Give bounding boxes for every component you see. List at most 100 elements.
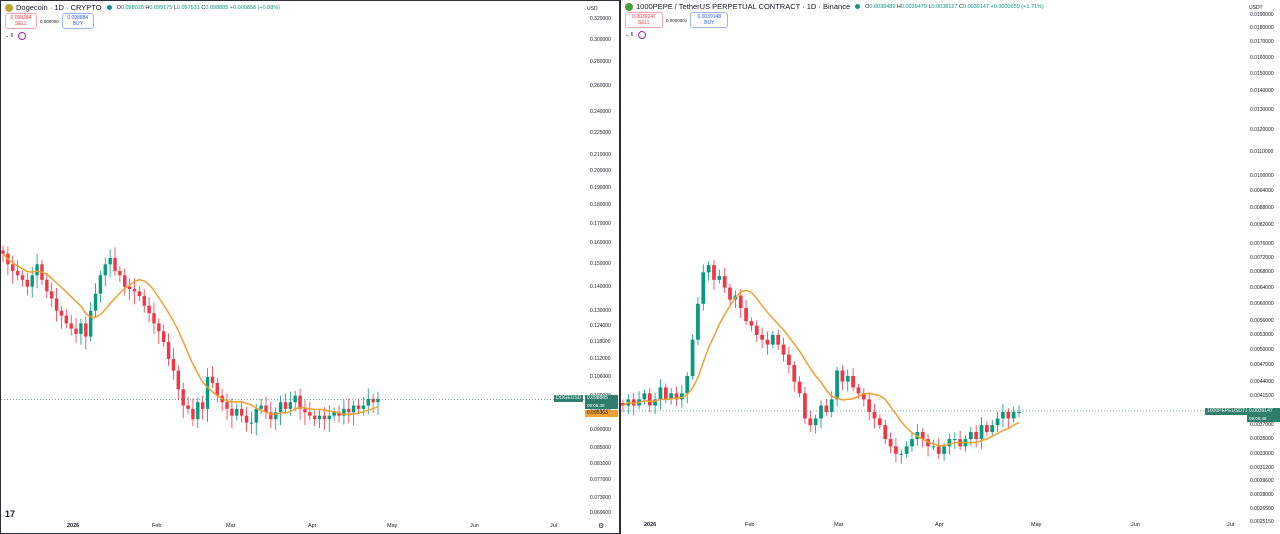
price-axis-label: 0.0060000 xyxy=(1250,300,1274,307)
ma-price-tag: 0.095363 xyxy=(585,410,618,417)
candle-body xyxy=(845,375,850,382)
indicator-logo-icon[interactable] xyxy=(18,32,27,40)
price-axis-label: 0.0053000 xyxy=(1250,331,1274,338)
candle-body xyxy=(176,370,181,390)
candle-body xyxy=(974,431,979,440)
price-axis-label: 0.0031200 xyxy=(1250,464,1274,471)
candle-body xyxy=(113,257,117,271)
candle-body xyxy=(808,418,813,426)
candle-body xyxy=(308,412,312,416)
tradingview-logo[interactable]: 17 xyxy=(5,509,16,519)
candle-body xyxy=(888,439,893,447)
price-axis-label: 0.130000 xyxy=(590,307,611,314)
indicator-logo-icon[interactable] xyxy=(638,31,647,39)
candle-body xyxy=(931,446,936,448)
candle-body xyxy=(803,393,807,419)
candle-body xyxy=(663,387,668,400)
candle-body xyxy=(49,291,54,299)
candle-body xyxy=(303,408,307,413)
chart-title[interactable]: Dogecoin · 1D · CRYPTO xyxy=(16,3,102,12)
chart-pane-dogecoin[interactable]: Dogecoin · 1D · CRYPTO O0.098028 H0.0991… xyxy=(0,0,620,534)
chart-header: 1000PEPE / TetherUS PERPETUAL CONTRACT ·… xyxy=(625,2,1044,11)
candle-body xyxy=(1,250,5,254)
price-axis-label: 0.150000 xyxy=(590,261,611,268)
settings-gear-icon[interactable]: ⚙ xyxy=(598,523,605,530)
candle-body xyxy=(15,270,20,276)
candle-body xyxy=(230,408,234,416)
candle-body xyxy=(738,295,743,309)
indicators-toggle[interactable]: ⌄ 6 xyxy=(625,32,634,38)
price-axis-label: 0.0064000 xyxy=(1250,284,1274,291)
candle-body xyxy=(20,275,25,280)
candle-body xyxy=(361,405,366,409)
candle-body xyxy=(851,375,855,388)
price-axis-label: 0.0047000 xyxy=(1250,362,1274,369)
candle-body xyxy=(712,265,716,280)
candle-body xyxy=(88,310,93,337)
price-axis-label: 0.0025150 xyxy=(1250,519,1274,525)
candle-body xyxy=(722,276,727,288)
price-axis-label: 0.0190000 xyxy=(1250,11,1274,18)
candle-body xyxy=(249,422,254,424)
chart-title[interactable]: 1000PEPE / TetherUS PERPETUAL CONTRACT ·… xyxy=(636,2,851,11)
pane-divider[interactable] xyxy=(619,0,621,534)
symbol-price-tag: 1000PEPEUSDT.P xyxy=(1205,408,1252,415)
candle-body xyxy=(995,418,1000,426)
candle-body xyxy=(35,264,39,276)
price-axis-label: 0.0076000 xyxy=(1250,241,1274,248)
price-axis-label: 0.140000 xyxy=(590,283,611,290)
candle-body xyxy=(235,408,239,416)
price-axis-label: 0.225000 xyxy=(590,130,611,137)
candle-body xyxy=(776,334,781,345)
candle-body xyxy=(74,328,78,334)
indicators-toggle[interactable]: ⌄ 6 xyxy=(5,33,14,39)
price-axis-label: 0.085000 xyxy=(590,445,611,452)
price-axis-label: 0.0056000 xyxy=(1250,318,1274,325)
candle-body xyxy=(274,412,278,420)
chart-pane-1000pepe[interactable]: 1000PEPE / TetherUS PERPETUAL CONTRACT ·… xyxy=(621,0,1280,534)
candle-body xyxy=(824,405,829,412)
buy-button[interactable]: 0.098884 BUY xyxy=(61,13,94,29)
candle-body xyxy=(861,393,866,400)
currency-label[interactable]: USD xyxy=(587,6,598,12)
candle-body xyxy=(679,393,684,400)
candle-body xyxy=(162,331,166,343)
price-axis-label: 0.118000 xyxy=(590,339,611,346)
candle-body xyxy=(196,402,200,420)
price-axis-label: 0.090000 xyxy=(590,426,611,433)
candle-body xyxy=(79,323,83,334)
price-axis-label: 0.073000 xyxy=(590,494,611,501)
candle-body xyxy=(337,412,341,416)
candle-body xyxy=(152,313,156,324)
symbol-price-tag: DOGEUSD xyxy=(554,395,584,402)
dogecoin-chart-canvas[interactable] xyxy=(1,1,620,534)
candle-body xyxy=(142,296,146,306)
candle-body xyxy=(132,288,137,292)
market-status-icon xyxy=(106,5,112,10)
price-axis-label: 0.210000 xyxy=(590,152,611,159)
candle-body xyxy=(347,408,351,413)
ohlc-readout: O0.098028 H0.099175 L0.097531 C0.098885 … xyxy=(116,4,280,11)
candle-body xyxy=(137,291,142,297)
pepe-icon xyxy=(625,2,633,11)
1000pepe-chart-canvas[interactable] xyxy=(621,0,1280,534)
candle-body xyxy=(244,415,249,423)
sell-button[interactable]: 0.0039147 SELL xyxy=(625,12,663,28)
time-axis-label: Apr xyxy=(308,523,317,529)
candle-body xyxy=(93,293,98,311)
buy-button[interactable]: 0.0039148 BUY xyxy=(690,12,729,28)
moving-average-line xyxy=(2,253,379,416)
candle-body xyxy=(877,418,882,426)
price-axis-label: 0.0072000 xyxy=(1250,255,1274,262)
price-axis-label: 0.0094000 xyxy=(1250,188,1274,195)
candle-body xyxy=(225,402,229,409)
candle-body xyxy=(728,287,732,300)
price-axis-label: 0.0140000 xyxy=(1250,88,1274,95)
price-axis-label: 0.0082000 xyxy=(1250,222,1274,229)
candle-body xyxy=(322,415,327,420)
candle-body xyxy=(342,408,346,416)
candle-body xyxy=(239,408,244,416)
candle-body xyxy=(781,344,786,355)
currency-label[interactable]: USDT xyxy=(1249,5,1263,11)
sell-button[interactable]: 0.098284 SELL xyxy=(5,13,37,29)
